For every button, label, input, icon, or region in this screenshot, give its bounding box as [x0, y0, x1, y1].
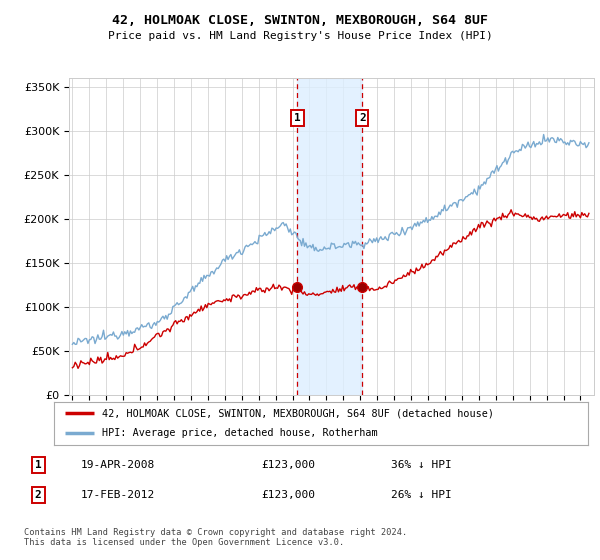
Text: 26% ↓ HPI: 26% ↓ HPI: [391, 490, 451, 500]
Text: 19-APR-2008: 19-APR-2008: [80, 460, 155, 470]
Text: £123,000: £123,000: [261, 490, 315, 500]
Text: 42, HOLMOAK CLOSE, SWINTON, MEXBOROUGH, S64 8UF: 42, HOLMOAK CLOSE, SWINTON, MEXBOROUGH, …: [112, 14, 488, 27]
Text: Contains HM Land Registry data © Crown copyright and database right 2024.
This d: Contains HM Land Registry data © Crown c…: [24, 528, 407, 547]
Text: 36% ↓ HPI: 36% ↓ HPI: [391, 460, 451, 470]
Text: 42, HOLMOAK CLOSE, SWINTON, MEXBOROUGH, S64 8UF (detached house): 42, HOLMOAK CLOSE, SWINTON, MEXBOROUGH, …: [102, 408, 494, 418]
Text: HPI: Average price, detached house, Rotherham: HPI: Average price, detached house, Roth…: [102, 428, 377, 438]
Text: £123,000: £123,000: [261, 460, 315, 470]
Text: 1: 1: [35, 460, 41, 470]
Bar: [298, 78, 362, 395]
Text: 2: 2: [35, 490, 41, 500]
Text: 2: 2: [359, 113, 365, 123]
Text: 1: 1: [294, 113, 301, 123]
Text: Price paid vs. HM Land Registry's House Price Index (HPI): Price paid vs. HM Land Registry's House …: [107, 31, 493, 41]
Text: 17-FEB-2012: 17-FEB-2012: [80, 490, 155, 500]
